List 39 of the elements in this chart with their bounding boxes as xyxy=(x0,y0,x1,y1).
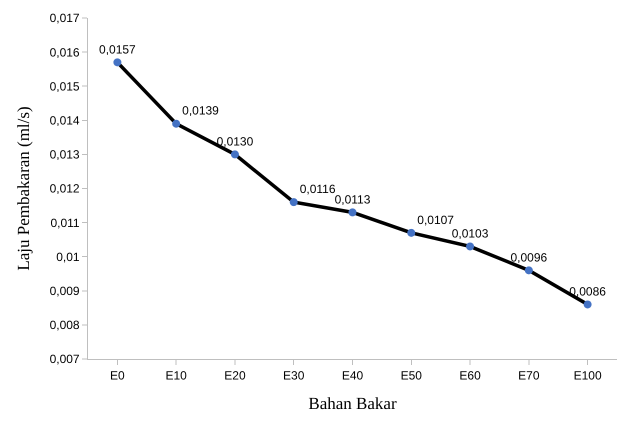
x-tick-label: E0 xyxy=(110,368,126,382)
data-label: 0,0103 xyxy=(452,226,489,240)
y-tick-label: 0,016 xyxy=(50,45,80,60)
point xyxy=(348,208,356,216)
point xyxy=(113,58,122,66)
data-label: 0,0096 xyxy=(510,250,548,264)
x-tick-label: E40 xyxy=(342,368,364,382)
x-tick-label: E70 xyxy=(518,368,540,382)
x-tick-label: E30 xyxy=(283,368,305,382)
point xyxy=(230,150,239,158)
data-label: 0,0157 xyxy=(99,42,136,56)
data-label: 0,0130 xyxy=(216,134,254,148)
x-tick-label: E20 xyxy=(224,368,246,382)
point xyxy=(407,228,416,237)
y-tick-label: 0,011 xyxy=(50,216,80,230)
x-tick-label: E100 xyxy=(574,368,602,382)
y-tick-label: 0,01 xyxy=(56,250,80,264)
y-tick-label: 0,009 xyxy=(50,284,80,298)
y-tick-label: 0,014 xyxy=(50,114,80,128)
x-axis-title: Bahan Bakar xyxy=(308,394,397,413)
point xyxy=(584,300,592,308)
y-axis-title: Laju Pembakaran (ml/s) xyxy=(14,106,34,271)
point xyxy=(524,266,533,274)
x-tick-label: E50 xyxy=(400,368,422,382)
x-tick-label: E10 xyxy=(165,368,188,382)
point xyxy=(466,242,474,250)
data-label: 0,0113 xyxy=(334,192,371,206)
y-tick-label: 0,013 xyxy=(50,148,80,162)
point xyxy=(172,120,180,128)
y-tick-label: 0,012 xyxy=(50,182,80,196)
data-label: 0,0116 xyxy=(300,182,336,196)
data-label: 0,0139 xyxy=(182,104,220,118)
y-tick-label: 0,015 xyxy=(50,79,80,94)
point xyxy=(290,198,298,206)
data-label: 0,0107 xyxy=(417,212,454,227)
y-tick-label: 0,008 xyxy=(50,318,80,332)
y-tick-label: 0,007 xyxy=(50,352,80,366)
x-tick-label: E60 xyxy=(459,368,482,382)
y-tick-label: 0,017 xyxy=(50,11,80,26)
